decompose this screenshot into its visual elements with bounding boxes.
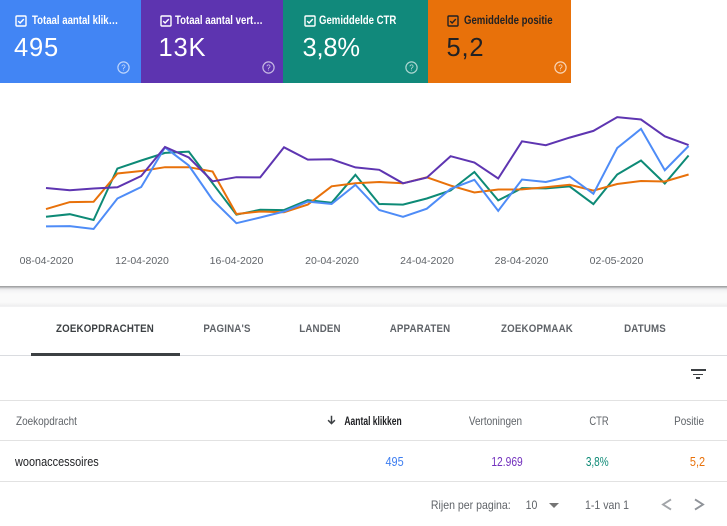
svg-text:?: ? [121, 63, 126, 72]
svg-text:02-05-2020: 02-05-2020 [590, 255, 644, 267]
svg-text:08-04-2020: 08-04-2020 [20, 255, 74, 267]
svg-text:28-04-2020: 28-04-2020 [495, 255, 549, 267]
svg-text:16-04-2020: 16-04-2020 [210, 255, 264, 267]
svg-text:12-04-2020: 12-04-2020 [115, 255, 169, 267]
svg-text:?: ? [409, 63, 414, 72]
svg-text:20-04-2020: 20-04-2020 [305, 255, 359, 267]
svg-text:?: ? [266, 63, 271, 72]
svg-text:?: ? [558, 63, 563, 72]
svg-text:24-04-2020: 24-04-2020 [400, 255, 454, 267]
